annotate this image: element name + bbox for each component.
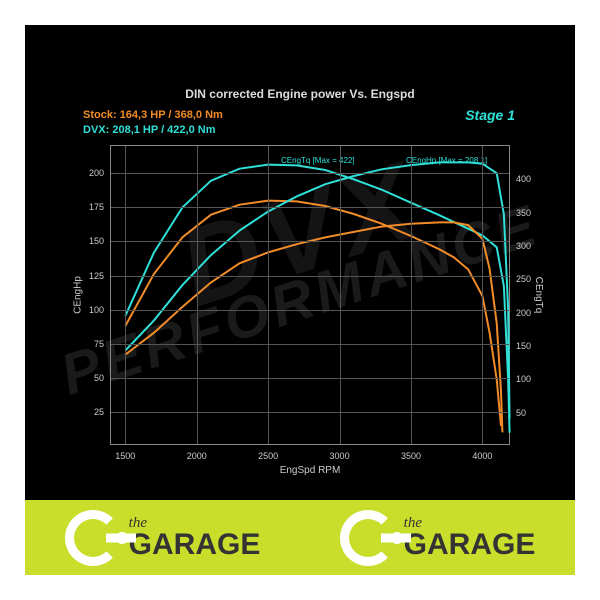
footer-garage-left: GARAGE [129, 531, 261, 558]
x-tick: 4000 [472, 451, 492, 461]
y-tick-right: 150 [516, 341, 546, 351]
y-tick-right: 100 [516, 374, 546, 384]
page-container: DVX PERFORMANCE DIN corrected Engine pow… [0, 0, 600, 600]
y-tick-left: 125 [74, 271, 104, 281]
y-tick-left: 200 [74, 168, 104, 178]
y-tick-right: 350 [516, 208, 546, 218]
series-dvx-hp [125, 162, 509, 418]
x-tick: 3500 [401, 451, 421, 461]
y-tick-left: 150 [74, 236, 104, 246]
legend-dvx: DVX: 208,1 HP / 422,0 Nm [83, 124, 216, 136]
y-tick-right: 200 [516, 308, 546, 318]
footer-logo-right: the GARAGE [300, 500, 575, 575]
y-tick-right: 50 [516, 408, 546, 418]
y-tick-left: 175 [74, 202, 104, 212]
footer-text-left: the GARAGE [129, 517, 261, 558]
legend-stock-value: 164,3 HP / 368,0 Nm [120, 109, 223, 121]
chart-panel: DVX PERFORMANCE DIN corrected Engine pow… [25, 25, 575, 575]
y-tick-left: 25 [74, 407, 104, 417]
y-tick-left: 75 [74, 339, 104, 349]
chart-svg [111, 146, 511, 446]
y-tick-left: 100 [74, 305, 104, 315]
chart-title: DIN corrected Engine power Vs. Engspd [25, 87, 575, 101]
footer-banner: the GARAGE the GARAGE [25, 500, 575, 575]
y-tick-right: 400 [516, 174, 546, 184]
x-tick: 2500 [258, 451, 278, 461]
footer-text-right: the GARAGE [404, 517, 536, 558]
wrench-icon [340, 510, 396, 566]
x-tick: 2000 [187, 451, 207, 461]
footer-garage-right: GARAGE [404, 531, 536, 558]
wrench-icon [65, 510, 121, 566]
y-tick-left: 50 [74, 373, 104, 383]
legend-dvx-label: DVX: [83, 124, 109, 136]
x-tick: 1500 [115, 451, 135, 461]
series-stock-torque [125, 201, 501, 426]
y-tick-right: 250 [516, 274, 546, 284]
stage-label: Stage 1 [465, 107, 515, 123]
y-tick-right: 300 [516, 241, 546, 251]
x-axis-label: EngSpd RPM [280, 465, 341, 476]
chart-plot-area: CEngHp CEngTq EngSpd RPM CEngTq [Max = 4… [110, 145, 510, 445]
footer-logo-left: the GARAGE [25, 500, 300, 575]
legend-dvx-value: 208,1 HP / 422,0 Nm [112, 124, 215, 136]
legend-stock: Stock: 164,3 HP / 368,0 Nm [83, 109, 223, 121]
x-tick: 3000 [330, 451, 350, 461]
legend-stock-label: Stock: [83, 109, 117, 121]
